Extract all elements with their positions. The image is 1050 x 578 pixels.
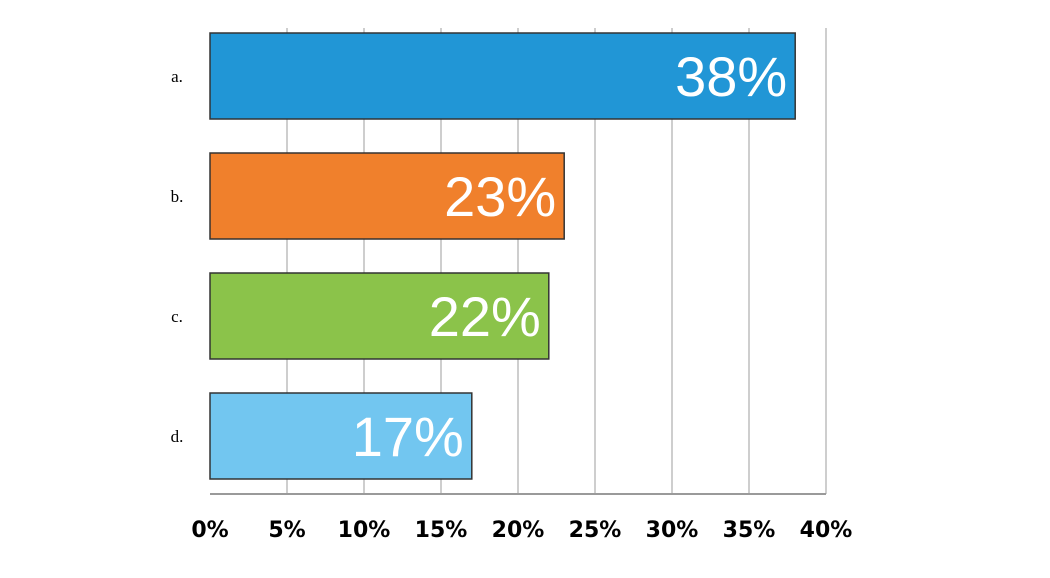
- x-axis-tick-labels: 0% 5% 10% 15% 20% 25% 30% 35% 40%: [191, 518, 852, 543]
- bar-value-label: 23%: [444, 165, 556, 228]
- bar: [209, 152, 565, 240]
- bar-value-label: 22%: [429, 285, 541, 348]
- x-tick-label: 10%: [338, 518, 391, 543]
- bar-value-label: 17%: [352, 405, 464, 468]
- bar-value-label: 38%: [675, 45, 787, 108]
- x-tick-label: 30%: [646, 518, 699, 543]
- x-tick-label: 5%: [268, 518, 305, 543]
- category-label: d.: [171, 427, 184, 446]
- bar: [209, 272, 550, 360]
- x-tick-label: 15%: [415, 518, 468, 543]
- x-tick-label: 0%: [191, 518, 228, 543]
- x-tick-label: 25%: [569, 518, 622, 543]
- x-tick-label: 40%: [800, 518, 853, 543]
- x-tick-label: 35%: [723, 518, 776, 543]
- bar: [209, 32, 796, 120]
- category-label: b.: [171, 187, 184, 206]
- category-labels: a. b. c. d.: [171, 67, 184, 446]
- category-label: a.: [171, 67, 183, 86]
- category-label: c.: [171, 307, 183, 326]
- x-tick-label: 20%: [492, 518, 545, 543]
- bars: 38% 23% 22% 17%: [209, 32, 796, 480]
- bar: [209, 392, 473, 480]
